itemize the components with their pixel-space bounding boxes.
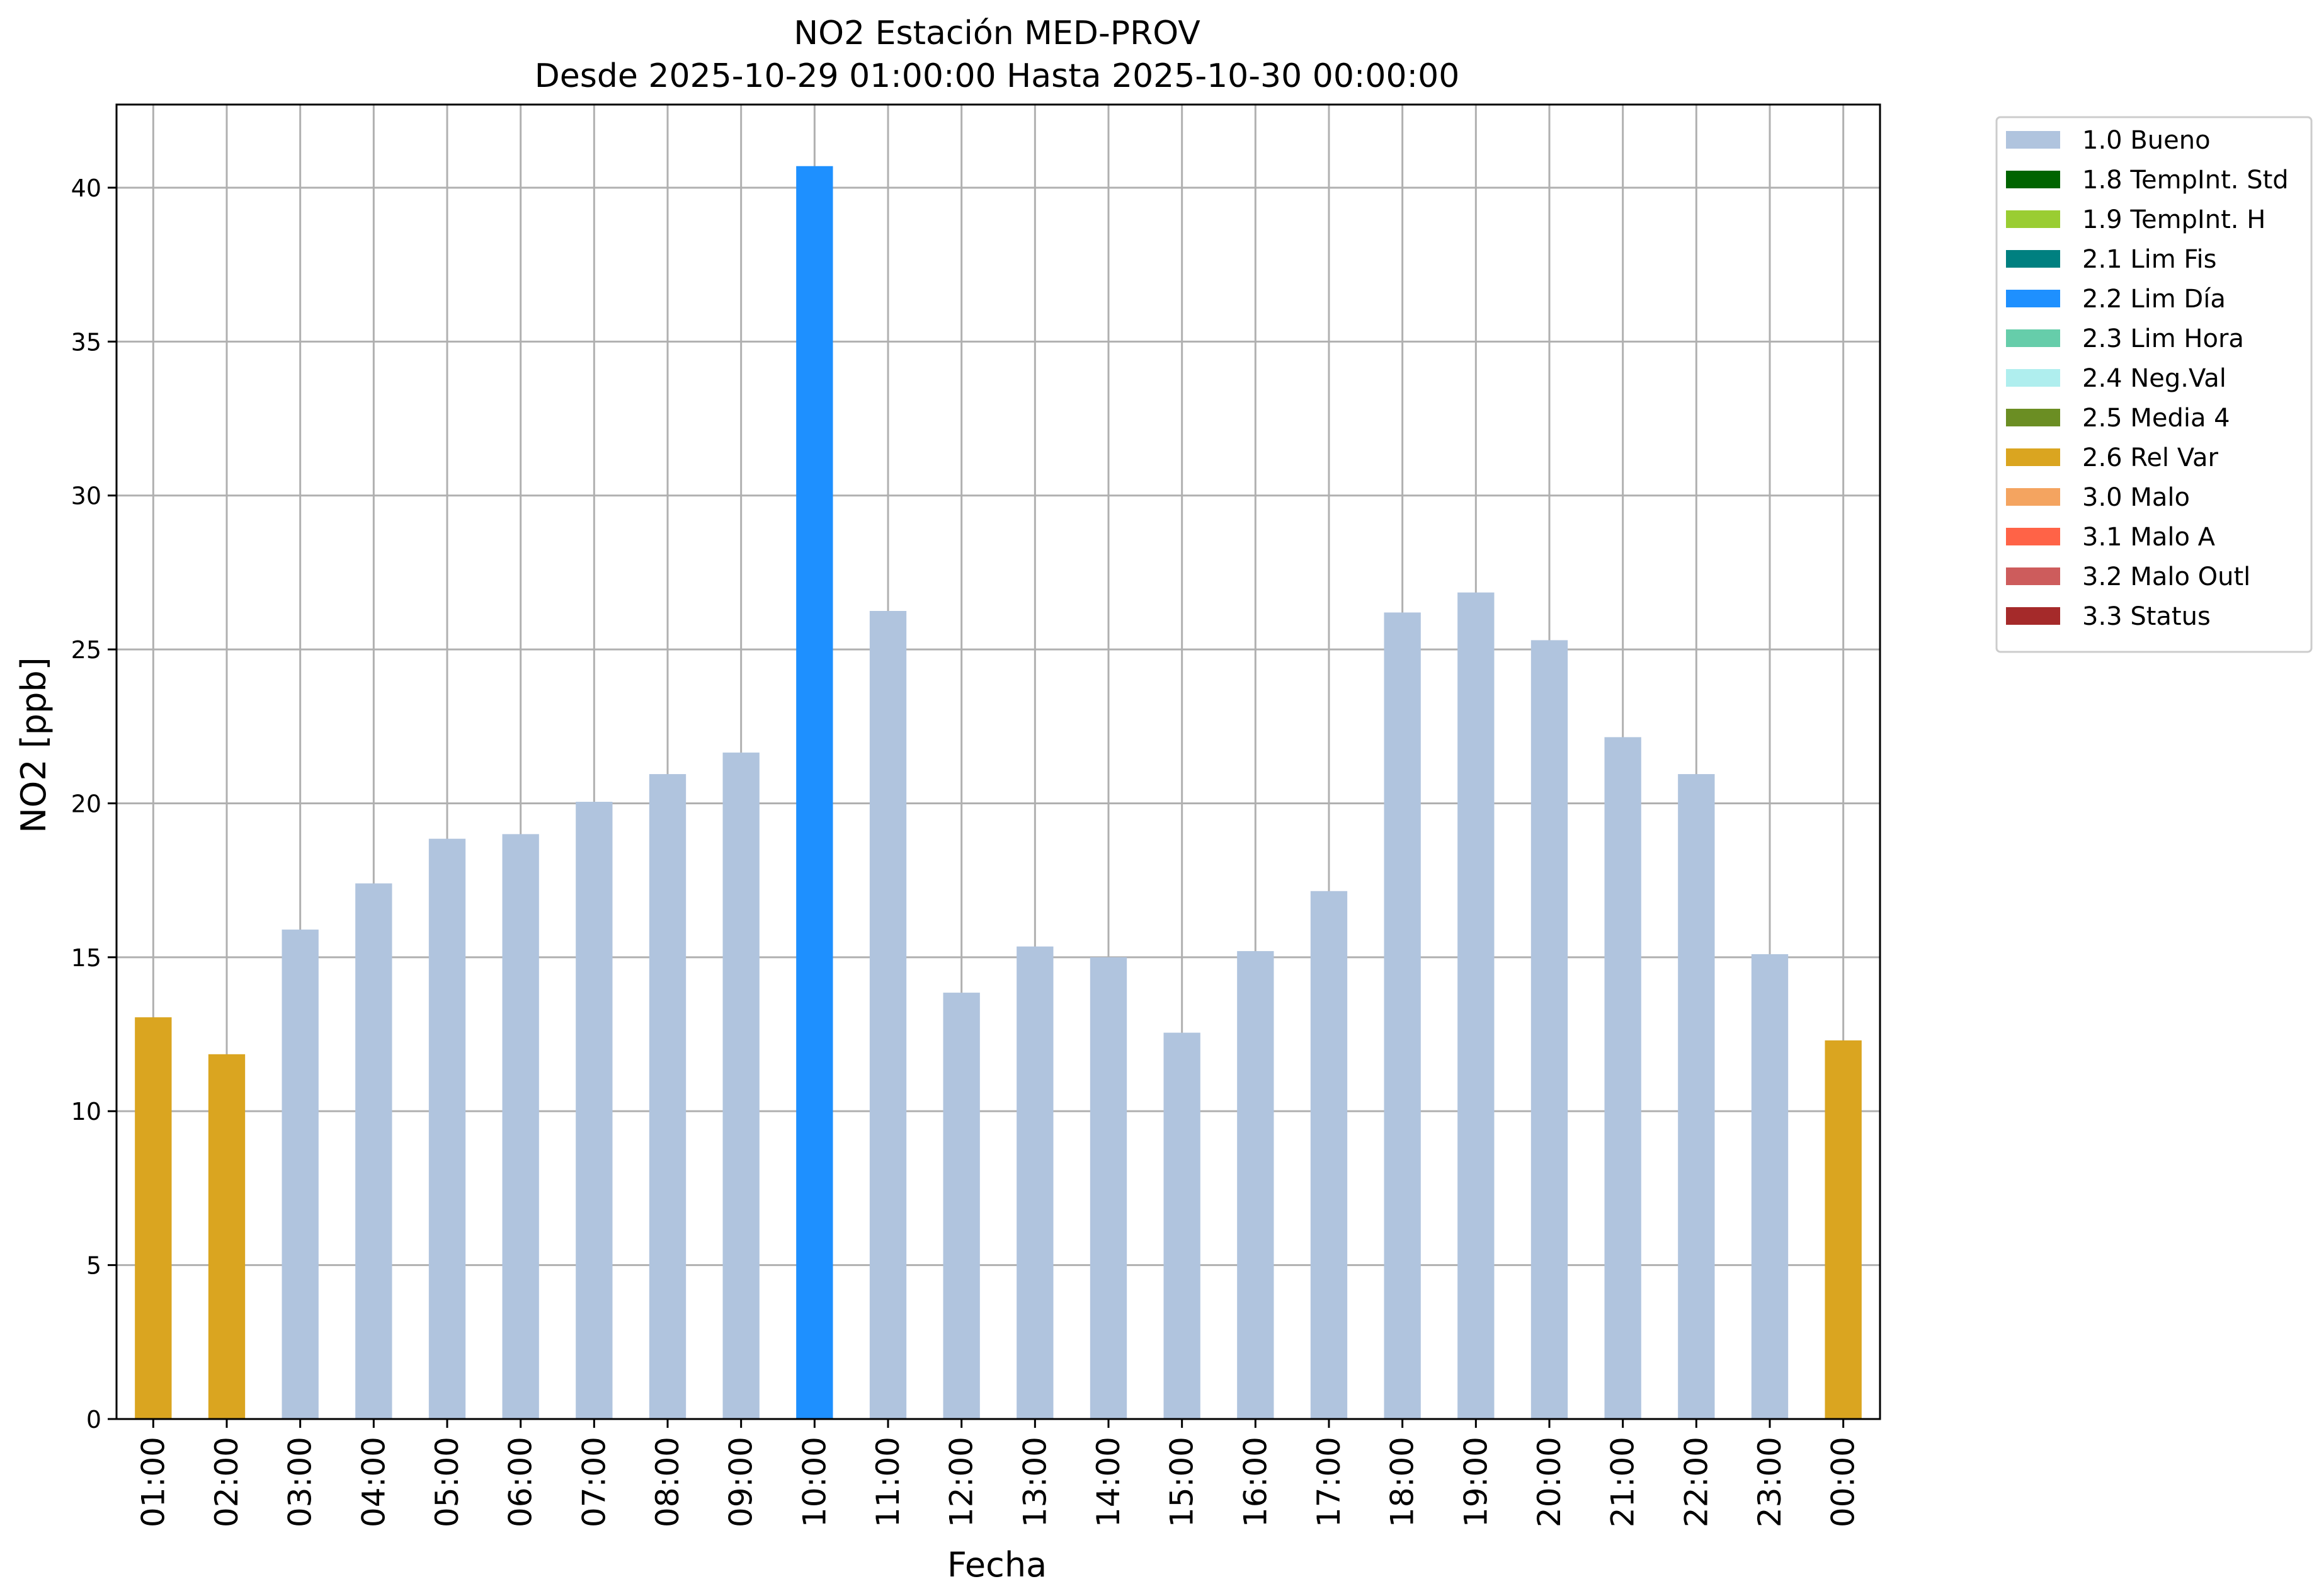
bar-00:00 [1825,1040,1862,1419]
legend-label: 2.2 Lim Día [2082,285,2226,314]
legend-swatch [2006,210,2060,228]
legend-label: 2.4 Neg.Val [2082,364,2226,393]
x-tick-label: 07:00 [576,1437,612,1527]
legend-swatch [2006,567,2060,585]
y-ticks: 0 5 10 15 20 25 30 35 40 [71,174,117,1434]
bar-02:00 [208,1054,246,1419]
x-tick-label: 01:00 [135,1437,171,1527]
bar-23:00 [1751,954,1789,1419]
legend-label: 3.3 Status [2082,602,2211,631]
x-tick-label: 10:00 [796,1437,833,1527]
legend-swatch [2006,290,2060,307]
legend-label: 2.5 Media 4 [2082,404,2230,433]
legend-swatch [2006,488,2060,506]
legend-swatch [2006,369,2060,387]
y-axis-label: NO2 [ppb] [14,657,54,833]
chart-title: NO2 Estación MED-PROV [794,14,1200,52]
bar-03:00 [282,929,319,1419]
x-tick-label: 11:00 [870,1437,906,1527]
legend-label: 2.3 Lim Hora [2082,324,2244,353]
x-tick-label: 20:00 [1531,1437,1568,1527]
x-tick-label: 14:00 [1090,1437,1127,1527]
bars-layer [135,166,1862,1420]
legend: 1.0 Bueno 1.8 TempInt. Std 1.9 TempInt. H 2… [1995,116,2313,653]
x-tick-label: 23:00 [1752,1437,1788,1527]
bar-17:00 [1310,891,1348,1419]
x-tick-label: 21:00 [1605,1437,1641,1527]
legend-label: 3.2 Malo Outl [2082,562,2250,591]
x-tick-label: 05:00 [429,1437,465,1527]
x-axis-label: Fecha [947,1545,1047,1585]
x-tick-label: 03:00 [282,1437,319,1527]
legend-frame [1995,116,2313,653]
x-tick-label: 08:00 [649,1437,686,1527]
bar-16:00 [1237,951,1274,1419]
y-tick-label: 25 [71,636,101,664]
bar-14:00 [1090,957,1127,1419]
legend-label: 2.1 Lim Fis [2082,245,2216,274]
x-tick-label: 04:00 [355,1437,392,1527]
legend-swatch [2006,250,2060,268]
x-tick-label: 15:00 [1164,1437,1200,1527]
y-tick-label: 5 [86,1252,101,1280]
bar-21:00 [1604,737,1641,1419]
bar-07:00 [576,802,613,1419]
y-tick-label: 20 [71,790,101,818]
bar-15:00 [1163,1032,1200,1419]
x-tick-label: 09:00 [723,1437,760,1527]
bar-11:00 [869,611,907,1419]
legend-label: 1.8 TempInt. Std [2082,166,2289,195]
x-tick-label: 19:00 [1457,1437,1494,1527]
x-tick-label: 00:00 [1825,1437,1862,1527]
x-tick-label: 06:00 [503,1437,539,1527]
y-tick-label: 10 [71,1098,101,1126]
x-tick-label: 17:00 [1311,1437,1347,1527]
legend-swatch [2006,171,2060,188]
y-tick-label: 30 [71,482,101,510]
bar-09:00 [722,752,760,1419]
bar-06:00 [502,834,539,1419]
bar-20:00 [1530,640,1568,1419]
bar-22:00 [1678,774,1715,1419]
plot-frame [115,103,1881,1420]
x-ticks: 01:00 02:00 03:00 04:00 05:00 06:00 07:00 08:00… [135,1419,1862,1527]
x-tick-label: 13:00 [1017,1437,1053,1527]
bar-10:00 [796,166,833,1420]
y-tick-label: 40 [71,174,101,202]
x-tick-label: 16:00 [1237,1437,1273,1527]
bar-04:00 [355,883,392,1419]
bar-12:00 [943,993,980,1419]
chart-subtitle: Desde 2025-10-29 01:00:00 Hasta 2025-10-… [535,57,1460,95]
legend-label: 2.6 Rel Var [2082,443,2219,472]
bar-19:00 [1457,592,1495,1420]
x-tick-label: 22:00 [1678,1437,1714,1527]
legend-swatch [2006,448,2060,466]
bar-08:00 [649,774,687,1419]
x-tick-label: 02:00 [208,1437,245,1527]
y-tick-label: 0 [86,1406,101,1434]
legend-swatch [2006,409,2060,426]
bar-01:00 [135,1017,172,1419]
legend-label: 1.0 Bueno [2082,126,2211,155]
y-tick-label: 35 [71,328,101,356]
bar-05:00 [428,838,466,1419]
bar-13:00 [1017,946,1054,1419]
legend-swatch [2006,607,2060,625]
legend-swatch [2006,131,2060,149]
legend-swatch [2006,329,2060,347]
y-tick-label: 15 [71,944,101,972]
legend-label: 3.0 Malo [2082,483,2190,512]
legend-swatch [2006,528,2060,545]
legend-label: 1.9 TempInt. H [2082,205,2265,234]
x-tick-label: 12:00 [943,1437,980,1527]
bar-18:00 [1384,612,1421,1420]
legend-label: 3.1 Malo A [2082,523,2216,552]
x-tick-label: 18:00 [1384,1437,1421,1527]
